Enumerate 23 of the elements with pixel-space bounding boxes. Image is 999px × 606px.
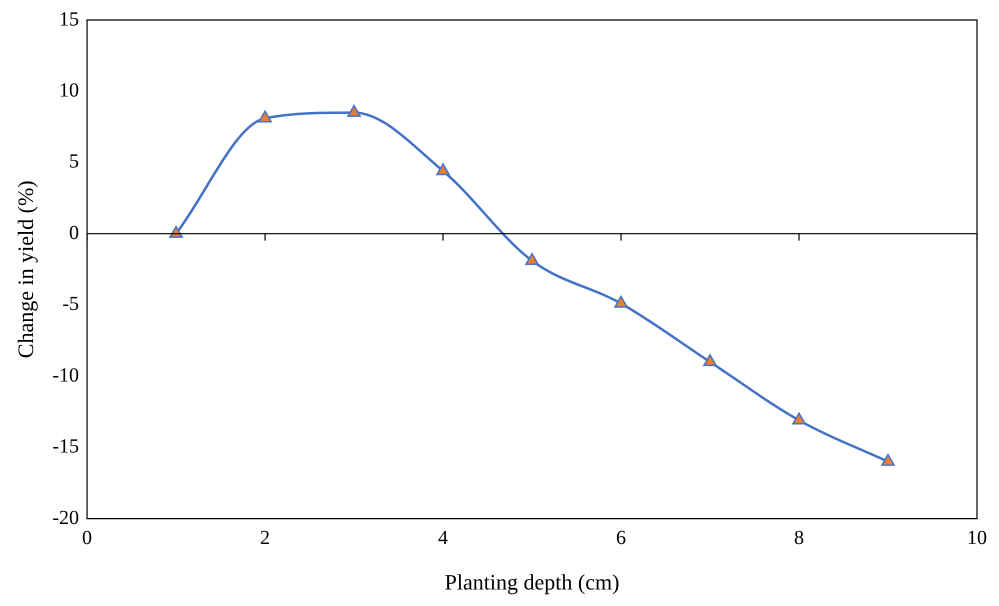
y-tick-label: 15	[59, 8, 80, 30]
y-tick-label: 0	[69, 222, 80, 244]
point	[881, 454, 895, 466]
point	[347, 104, 361, 117]
x-tick-label: 2	[260, 526, 270, 549]
y-tick-label: -20	[52, 506, 80, 529]
y-tick-label: -10	[52, 364, 80, 386]
point	[614, 296, 628, 308]
y-tick-label: -15	[52, 436, 80, 458]
x-tick-label: 6	[616, 526, 626, 549]
y-tick-label: 5	[69, 150, 80, 173]
x-tick-label: 8	[794, 526, 804, 549]
point	[792, 412, 806, 425]
x-axis-title: Planting depth (cm)	[444, 570, 620, 595]
point	[436, 163, 450, 176]
x-tick-label: 4	[438, 526, 448, 549]
y-tick-label: -5	[62, 293, 80, 316]
x-tick-label: 10	[967, 526, 987, 549]
y-tick-label: 10	[59, 79, 80, 102]
point	[258, 110, 272, 123]
point	[703, 354, 717, 366]
y-axis-title: Change in yield (%)	[12, 180, 38, 358]
point	[525, 253, 539, 266]
